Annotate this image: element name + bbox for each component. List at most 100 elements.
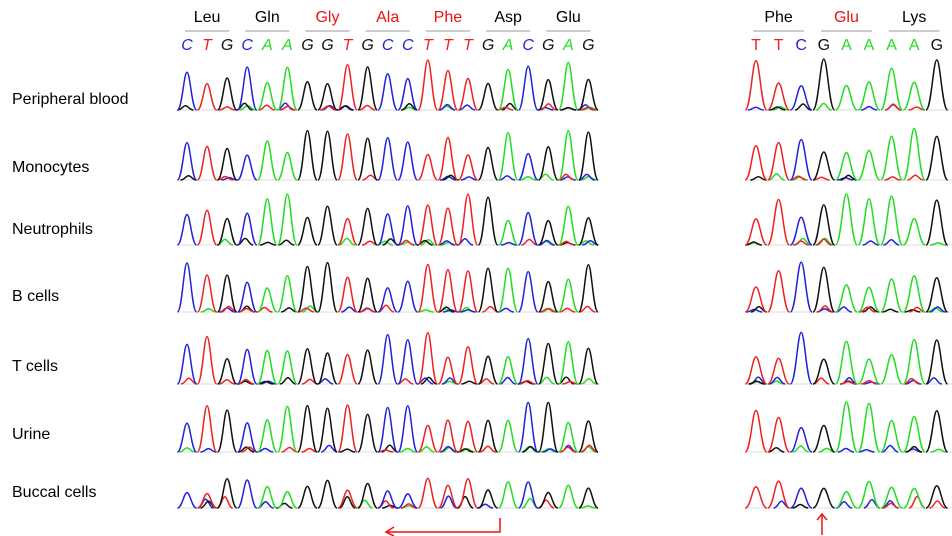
minor-peak [903,377,920,385]
peak [236,281,258,313]
minor-peak [579,106,596,111]
peak [377,287,398,313]
peak [297,265,318,313]
peak [417,424,438,453]
minor-peak [885,103,902,111]
minor-peak [417,309,434,313]
minor-peak [321,444,338,453]
minor-peak [341,306,358,313]
minor-peak [747,106,764,111]
peak [197,83,218,111]
base-letter: A [909,37,920,54]
minor-peak [813,377,830,385]
peak [812,151,836,181]
peak [317,261,338,313]
trace [744,58,952,111]
codon-label: Leu [194,9,221,26]
trace [177,477,600,509]
minor-peak [769,376,786,385]
peak [357,137,378,181]
minor-peak [278,239,295,246]
peak [216,77,238,111]
peak [744,218,768,246]
peak [337,217,358,246]
codon-label: Phe [764,9,793,26]
peak [517,337,539,385]
peak [297,80,318,111]
trace [176,331,600,385]
minor-peak [840,380,857,385]
minor-peak [279,105,296,111]
peak [767,198,791,246]
peak [257,485,278,509]
peak [835,284,858,313]
peak [744,486,768,509]
peak [880,353,903,385]
peak [517,65,539,111]
minor-peak [418,446,435,453]
peak [337,353,358,385]
peak [297,347,318,385]
peak [880,419,903,453]
peak [880,278,904,313]
minor-peak [257,380,274,385]
peak [417,59,439,111]
base-letter: C [795,37,807,54]
peak [176,262,198,313]
peak [744,59,768,111]
peak [518,481,539,509]
minor-peak [794,103,812,111]
peak [857,149,881,181]
minor-peak [835,501,853,509]
peak [857,198,881,246]
peak [276,350,298,385]
peak [357,66,378,111]
peak [880,67,904,111]
peak [557,130,579,181]
peak [537,78,559,111]
minor-peak [439,103,456,111]
peak [578,264,599,313]
peak [397,280,419,313]
peak [257,81,278,111]
peak [276,193,298,246]
peak [417,263,439,313]
peak [437,207,459,246]
peak [236,212,258,246]
base-letter: T [423,37,434,54]
peak [397,338,419,385]
peak [517,270,539,313]
peak [176,422,198,453]
peak [256,349,278,385]
peak [437,136,459,181]
minor-peak [559,307,576,313]
peak [835,84,858,111]
trace [176,59,600,111]
trace [176,261,600,313]
minor-peak [929,500,946,509]
peak [497,419,519,453]
peak [397,405,419,453]
minor-peak [908,106,925,111]
minor-peak [745,241,762,246]
minor-peak [497,307,514,313]
peak [256,140,278,181]
peak [478,82,499,111]
minor-peak [398,239,415,246]
minor-peak [862,240,879,246]
trace [744,401,952,453]
peak [276,405,298,453]
minor-peak [882,502,899,509]
minor-peak [339,448,356,453]
peak [437,484,458,509]
base-letter: A [886,37,897,54]
peak [357,349,378,385]
base-letter: G [321,37,333,54]
peak [812,58,836,111]
minor-peak [768,447,785,453]
peak [237,154,258,181]
arrow [386,518,501,533]
minor-peak [440,445,457,453]
peak [744,144,768,181]
minor-peak [768,173,785,181]
